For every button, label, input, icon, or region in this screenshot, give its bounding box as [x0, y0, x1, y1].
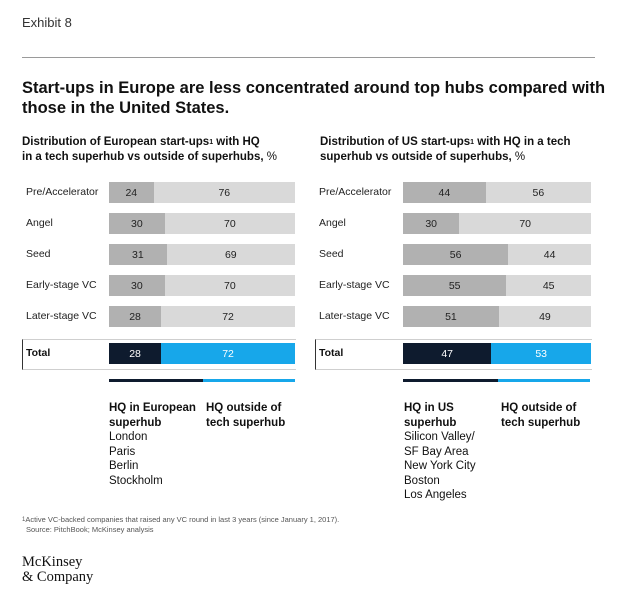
- us-bar-row: 55 45: [403, 275, 591, 296]
- eu-panel-title: Distribution of European start-ups1 with…: [22, 135, 302, 165]
- us-bar-in-hub: 55: [403, 275, 508, 296]
- us-legend-city: Silicon Valley/: [404, 431, 475, 443]
- us-panel-title: Distribution of US start-ups1 with HQ in…: [320, 135, 610, 165]
- us-bar-outside-hub: 70: [459, 213, 591, 234]
- headline-line-2: those in the United States.: [22, 99, 230, 117]
- us-legend-out-head-2: tech superhub: [501, 416, 581, 429]
- eu-legend-line-in: [109, 379, 203, 382]
- eu-bar-row: 30 70: [109, 213, 295, 234]
- eu-total-outside-hub: 72: [161, 343, 295, 364]
- divider: [22, 57, 595, 58]
- eu-bar-in-hub: 28: [109, 306, 163, 327]
- us-bar-outside-hub: 49: [498, 306, 591, 327]
- eu-category-label: Pre/Accelerator: [26, 186, 99, 198]
- eu-bar-outside-hub: 72: [161, 306, 295, 327]
- eu-legend-line-out: [203, 379, 295, 382]
- logo-line-2: & Company: [22, 569, 94, 585]
- us-total-in-hub: 47: [403, 343, 492, 364]
- eu-legend-in-head-2: superhub: [109, 416, 162, 429]
- eu-bar-outside-hub: 69: [166, 244, 295, 265]
- us-title-line-1: Distribution of US start-ups: [320, 136, 471, 148]
- eu-category-label: Later-stage VC: [26, 310, 97, 322]
- us-legend-city: SF Bay Area: [404, 445, 469, 458]
- us-bar-in-hub: 56: [403, 244, 510, 265]
- eu-bar-outside-hub: 70: [164, 275, 295, 296]
- eu-bar-row: 30 70: [109, 275, 295, 296]
- footnote: 1Active VC-backed companies that raised …: [22, 515, 339, 535]
- eu-total-row-frame: [22, 339, 296, 370]
- eu-title-line-1-end: with HQ: [213, 136, 260, 148]
- eu-bar-outside-hub: 70: [164, 213, 295, 234]
- us-total-row-frame: [315, 339, 592, 370]
- logo-line-1: McKinsey: [22, 554, 83, 570]
- us-legend-in-head-1: HQ in US: [404, 402, 454, 414]
- eu-total-label: Total: [26, 347, 51, 359]
- eu-bar-row: 24 76: [109, 182, 295, 203]
- us-category-label: Early-stage VC: [319, 279, 390, 291]
- eu-total-bar: 28 72: [109, 343, 295, 364]
- us-bar-outside-hub: 45: [506, 275, 591, 296]
- eu-legend-out-head-1: HQ outside of: [206, 402, 282, 414]
- us-bar-in-hub: 51: [403, 306, 500, 327]
- us-title-line-1-end: with HQ in a tech: [474, 136, 571, 148]
- us-total-outside-hub: 53: [491, 343, 591, 364]
- us-category-label: Later-stage VC: [319, 310, 390, 322]
- eu-title-unit: %: [266, 151, 277, 163]
- exhibit-label: Exhibit 8: [22, 15, 72, 30]
- us-legend-in: HQ in US superhub Silicon Valley/ SF Bay…: [404, 401, 476, 503]
- eu-title-line-2: in a tech superhub vs outside of superhu…: [22, 151, 267, 163]
- eu-title-line-1: Distribution of European start-ups: [22, 136, 210, 148]
- eu-legend-out: HQ outside of tech superhub: [206, 401, 285, 430]
- us-bar-in-hub: 44: [403, 182, 487, 203]
- footnote-line-2: Source: PitchBook; McKinsey analysis: [26, 525, 154, 534]
- us-category-label: Pre/Accelerator: [319, 186, 392, 198]
- footnote-sup: 1: [22, 517, 26, 523]
- mckinsey-logo: McKinsey & Company: [22, 555, 93, 585]
- eu-bar-in-hub: 30: [109, 213, 166, 234]
- us-bar-row: 56 44: [403, 244, 591, 265]
- us-bar-in-hub: 30: [403, 213, 461, 234]
- us-bar-row: 44 56: [403, 182, 591, 203]
- us-title-unit: %: [514, 151, 526, 163]
- eu-bar-in-hub: 31: [109, 244, 168, 265]
- eu-legend-out-head-2: tech superhub: [206, 416, 286, 429]
- us-legend-city: Boston: [404, 474, 440, 487]
- eu-legend-in-head-1: HQ in European: [109, 402, 196, 414]
- eu-bar-in-hub: 30: [109, 275, 166, 296]
- eu-total-in-hub: 28: [109, 343, 162, 364]
- us-bar-row: 30 70: [403, 213, 591, 234]
- us-legend-out-head-1: HQ outside of: [501, 402, 577, 414]
- eu-category-label: Seed: [26, 248, 51, 260]
- eu-legend-in: HQ in European superhub London Paris Ber…: [109, 401, 196, 488]
- eu-legend-city: London: [109, 431, 148, 443]
- us-title-line-2: superhub vs outside of superhubs,: [320, 151, 515, 163]
- eu-bar-row: 31 69: [109, 244, 295, 265]
- us-bar-outside-hub: 44: [508, 244, 591, 265]
- us-legend-line-out: [498, 379, 590, 382]
- us-legend-city: Los Angeles: [404, 489, 467, 501]
- us-legend-out: HQ outside of tech superhub: [501, 401, 580, 430]
- us-bar-row: 51 49: [403, 306, 591, 327]
- us-category-label: Seed: [319, 248, 344, 260]
- eu-bar-in-hub: 24: [109, 182, 155, 203]
- us-legend-line-in: [403, 379, 498, 382]
- eu-bar-outside-hub: 76: [153, 182, 295, 203]
- footnote-line-1: Active VC-backed companies that raised a…: [25, 515, 340, 524]
- us-category-label: Angel: [319, 217, 346, 229]
- us-total-bar: 47 53: [403, 343, 591, 364]
- eu-title-sup: 1: [209, 139, 214, 146]
- eu-bar-row: 28 72: [109, 306, 295, 327]
- headline-line-1: Start-ups in Europe are less concentrate…: [22, 79, 606, 97]
- us-bar-outside-hub: 56: [485, 182, 591, 203]
- eu-legend-city: Berlin: [109, 460, 139, 472]
- eu-category-label: Angel: [26, 217, 53, 229]
- us-total-label: Total: [319, 347, 344, 359]
- headline: Start-ups in Europe are less concentrate…: [22, 78, 612, 118]
- eu-legend-city: Paris: [109, 445, 136, 458]
- eu-category-label: Early-stage VC: [26, 279, 97, 291]
- eu-legend-city: Stockholm: [109, 474, 163, 487]
- us-title-sup: 1: [470, 139, 475, 146]
- us-legend-in-head-2: superhub: [404, 416, 457, 429]
- us-legend-city: New York City: [404, 460, 476, 472]
